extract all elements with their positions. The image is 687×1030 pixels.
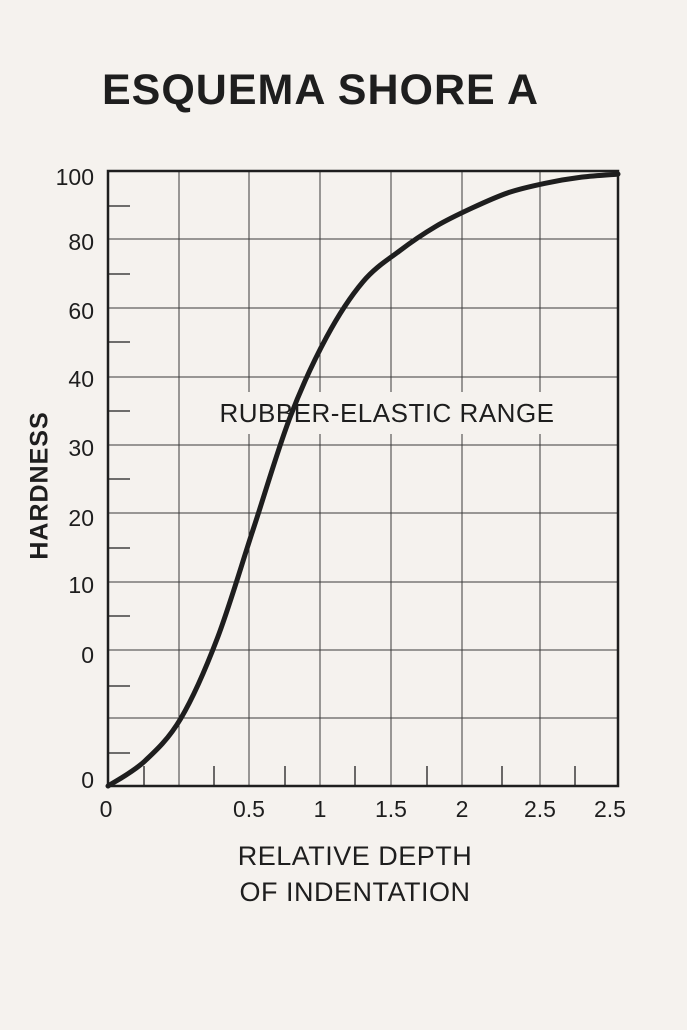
y-tick-label: 60 (68, 298, 94, 324)
y-tick-label: 40 (68, 366, 94, 392)
x-tick-label: 0.5 (233, 796, 265, 822)
y-tick-label: 10 (68, 572, 94, 598)
y-tick-label: 0 (81, 767, 94, 793)
plot-frame (106, 169, 620, 788)
x-tick-label: 2 (456, 796, 469, 822)
y-axis-label: HARDNESS (25, 411, 54, 560)
x-tick-label: 2.5 (594, 796, 626, 822)
x-axis-label-line-2: OF INDENTATION (239, 877, 471, 907)
x-tick-label: 2.5 (524, 796, 556, 822)
y-tick-label: 20 (68, 505, 94, 531)
y-tick-label: 80 (68, 229, 94, 255)
x-tick-label: 1 (314, 796, 327, 822)
x-axis-label-line-1: RELATIVE DEPTH (237, 841, 473, 871)
y-tick-label: 30 (68, 435, 94, 461)
y-tick-label: 100 (56, 164, 94, 190)
x-tick-label: 0 (100, 796, 113, 822)
series-line-shore-a (105, 171, 621, 789)
y-tick-label: 0 (81, 642, 94, 668)
x-axis-label: RELATIVE DEPTH OF INDENTATION (150, 838, 560, 910)
annotation-background (193, 392, 585, 434)
chart-title: ESQUEMA SHORE A (102, 66, 540, 114)
annotation-rubber-elastic-range: RUBBER-ELASTIC RANGE (219, 398, 554, 428)
x-tick-label: 1.5 (375, 796, 407, 822)
